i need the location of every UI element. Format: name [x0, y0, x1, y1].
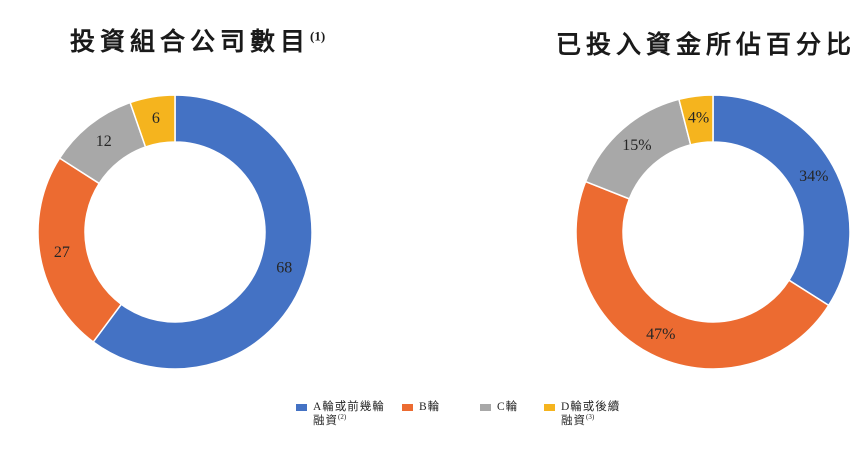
- legend-marker-series-d: [544, 404, 555, 411]
- data-label: 15%: [622, 137, 651, 154]
- data-label: 34%: [799, 168, 828, 185]
- data-label: 27: [54, 244, 70, 261]
- chart-title-text: 已投入資金所佔百分比: [556, 32, 857, 59]
- donut-segment-3: [129, 94, 176, 148]
- donut-chart-capital-percentage: 34% 47% 15% 4%: [575, 94, 851, 370]
- legend-item-series-c: C輪: [480, 400, 518, 414]
- legend-marker-series-a: [296, 404, 307, 411]
- legend-footnote-marker: (3): [586, 413, 595, 422]
- data-label: 6: [152, 110, 160, 127]
- data-label: 4%: [688, 109, 709, 126]
- legend-item-series-d: D輪或後續融資(3): [544, 400, 620, 428]
- legend-label-line1: D輪或後續: [561, 401, 621, 413]
- chart-title-capital-percentage: 已投入資金所佔百分比: [556, 25, 856, 61]
- title-footnote-marker: (1): [310, 28, 326, 44]
- donut-segment-1: [37, 157, 123, 343]
- chart-title-portfolio-count: 投資組合公司數目(1): [70, 22, 325, 58]
- data-label: 12: [96, 133, 112, 150]
- legend-label-line1: C輪: [497, 401, 519, 413]
- donut-segment-0: [92, 94, 313, 370]
- donut-segment-1: [575, 180, 830, 370]
- legend-label-line2: 融資: [313, 415, 338, 427]
- legend-item-series-b: B輪: [402, 400, 440, 414]
- legend-label: A輪或前幾輪 融資(2): [313, 400, 385, 428]
- data-label: 68: [276, 260, 292, 277]
- legend-item-series-a: A輪或前幾輪 融資(2): [296, 400, 385, 428]
- donut-chart-portfolio-count: 68 27 12 6: [37, 94, 313, 370]
- chart-legend: A輪或前幾輪 融資(2) B輪 C輪 D輪或後續 融資(3): [0, 400, 865, 442]
- data-label: 47%: [646, 326, 675, 343]
- legend-label-line2: 融資: [561, 415, 586, 427]
- legend-label: B輪: [419, 400, 440, 414]
- legend-marker-series-c: [480, 404, 491, 411]
- chart-title-text: 投資組合公司數目: [70, 29, 311, 56]
- legend-label-line1: B輪: [419, 401, 441, 413]
- legend-label: C輪: [497, 400, 518, 414]
- legend-footnote-marker: (2): [338, 413, 347, 422]
- donut-segment-3: [678, 94, 714, 146]
- donut-segment-0: [712, 94, 851, 307]
- legend-marker-series-b: [402, 404, 413, 411]
- legend-label-line1: A輪或前幾輪: [313, 401, 385, 413]
- legend-label: D輪或後續融資(3): [561, 400, 620, 428]
